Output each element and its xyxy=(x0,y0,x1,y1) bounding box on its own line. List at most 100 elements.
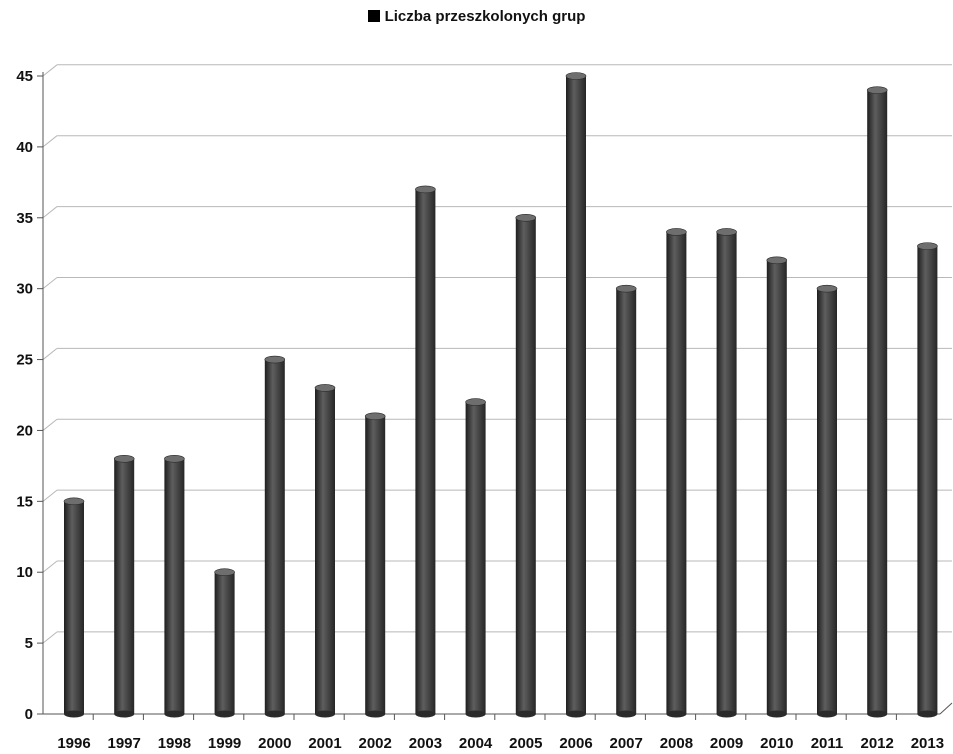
x-tick-label: 1997 xyxy=(108,735,141,752)
bar-body xyxy=(917,246,938,714)
gridline-skew xyxy=(42,64,58,77)
bar-top xyxy=(666,228,687,236)
bar xyxy=(565,72,587,718)
bar-body xyxy=(766,260,787,714)
bar-body xyxy=(716,231,737,714)
gridline-skew xyxy=(42,206,58,219)
bar-body xyxy=(114,458,135,714)
bar-body xyxy=(64,501,84,714)
bar-top xyxy=(63,497,85,506)
bar-top xyxy=(264,355,286,364)
y-tick-label: 30 xyxy=(16,281,33,298)
bar-base xyxy=(566,710,586,718)
bar-top xyxy=(515,213,537,222)
x-tick-label: 2001 xyxy=(308,735,341,752)
x-tick-label: 2007 xyxy=(610,735,643,752)
bar xyxy=(766,256,788,718)
bar xyxy=(816,284,838,718)
x-tick-label: 1996 xyxy=(57,735,90,752)
gridline-skew xyxy=(42,347,58,360)
bar-base xyxy=(817,710,837,718)
y-tick-label: 45 xyxy=(16,68,33,85)
bar xyxy=(866,86,888,718)
x-tick-label: 1998 xyxy=(158,735,191,752)
bar-base xyxy=(164,710,185,718)
bar xyxy=(113,454,135,718)
bar-base xyxy=(766,710,787,718)
y-tick-label: 10 xyxy=(16,564,33,581)
axes xyxy=(37,72,953,720)
bar-top xyxy=(917,242,938,250)
gridline-skew xyxy=(42,418,58,431)
bar-body xyxy=(415,189,436,714)
y-tick-label: 20 xyxy=(16,422,33,439)
gridline-skew xyxy=(42,135,58,148)
bar xyxy=(515,213,537,718)
bar-base xyxy=(365,710,386,718)
bar-top xyxy=(565,72,587,80)
bar-top xyxy=(314,384,336,392)
bar-base xyxy=(616,710,637,718)
y-tick-label: 0 xyxy=(25,706,33,723)
bar-top xyxy=(615,284,637,293)
bar xyxy=(164,454,185,718)
bar-base xyxy=(214,710,235,718)
bar-top xyxy=(214,568,235,577)
bar-base xyxy=(515,710,536,718)
bar xyxy=(917,242,938,718)
bar-top xyxy=(766,256,788,265)
x-tick-label: 2005 xyxy=(509,735,542,752)
bar-base xyxy=(64,710,84,718)
bar xyxy=(716,228,737,718)
gridline-skew xyxy=(42,489,58,502)
bar-body xyxy=(264,359,285,714)
bars xyxy=(63,72,938,718)
bar xyxy=(666,228,687,718)
x-tick-label: 2010 xyxy=(760,735,793,752)
bar-body xyxy=(164,458,185,714)
x-tick-label: 2012 xyxy=(861,735,894,752)
y-tick-label: 15 xyxy=(16,493,33,510)
y-tick-label: 5 xyxy=(25,635,33,652)
bar-base xyxy=(716,710,737,718)
bar-body xyxy=(566,76,586,714)
bar-body xyxy=(465,402,486,714)
x-tick-label: 2003 xyxy=(409,735,442,752)
x-tick-label: 2013 xyxy=(911,735,944,752)
bar-body xyxy=(214,572,235,714)
bar xyxy=(465,398,486,718)
x-tick-label: 2004 xyxy=(459,735,493,752)
bar-top xyxy=(866,86,888,94)
bar-base xyxy=(415,710,436,718)
bar xyxy=(314,384,336,718)
y-tick-label: 35 xyxy=(16,210,33,227)
x-axis-end xyxy=(939,702,953,715)
x-tick-label: 2002 xyxy=(359,735,392,752)
x-tick-label: 1999 xyxy=(208,735,241,752)
bar-top xyxy=(465,398,486,406)
x-tick-label: 2011 xyxy=(811,735,844,752)
gridline-skew xyxy=(42,277,58,290)
bar-top xyxy=(716,228,737,236)
grid xyxy=(42,64,952,644)
legend-label: Liczba przeszkolonych grup xyxy=(384,8,586,25)
bar-body xyxy=(616,288,637,714)
bar xyxy=(615,284,637,718)
bar-base xyxy=(315,710,335,718)
x-tick-label: 2000 xyxy=(258,735,291,752)
gridline-skew xyxy=(42,631,58,644)
bar-body xyxy=(867,90,888,714)
bar-top xyxy=(816,284,838,293)
y-tick-label: 25 xyxy=(16,352,33,369)
gridline-skew xyxy=(42,560,58,573)
bar xyxy=(364,412,386,718)
bar-body xyxy=(515,217,536,714)
x-tick-label: 2008 xyxy=(660,735,693,752)
bar-top xyxy=(113,454,135,463)
bar-body xyxy=(817,288,837,714)
bar-base xyxy=(114,710,135,718)
bar-body xyxy=(315,387,335,714)
bar-top xyxy=(164,454,185,463)
y-tick-label: 40 xyxy=(16,139,33,156)
